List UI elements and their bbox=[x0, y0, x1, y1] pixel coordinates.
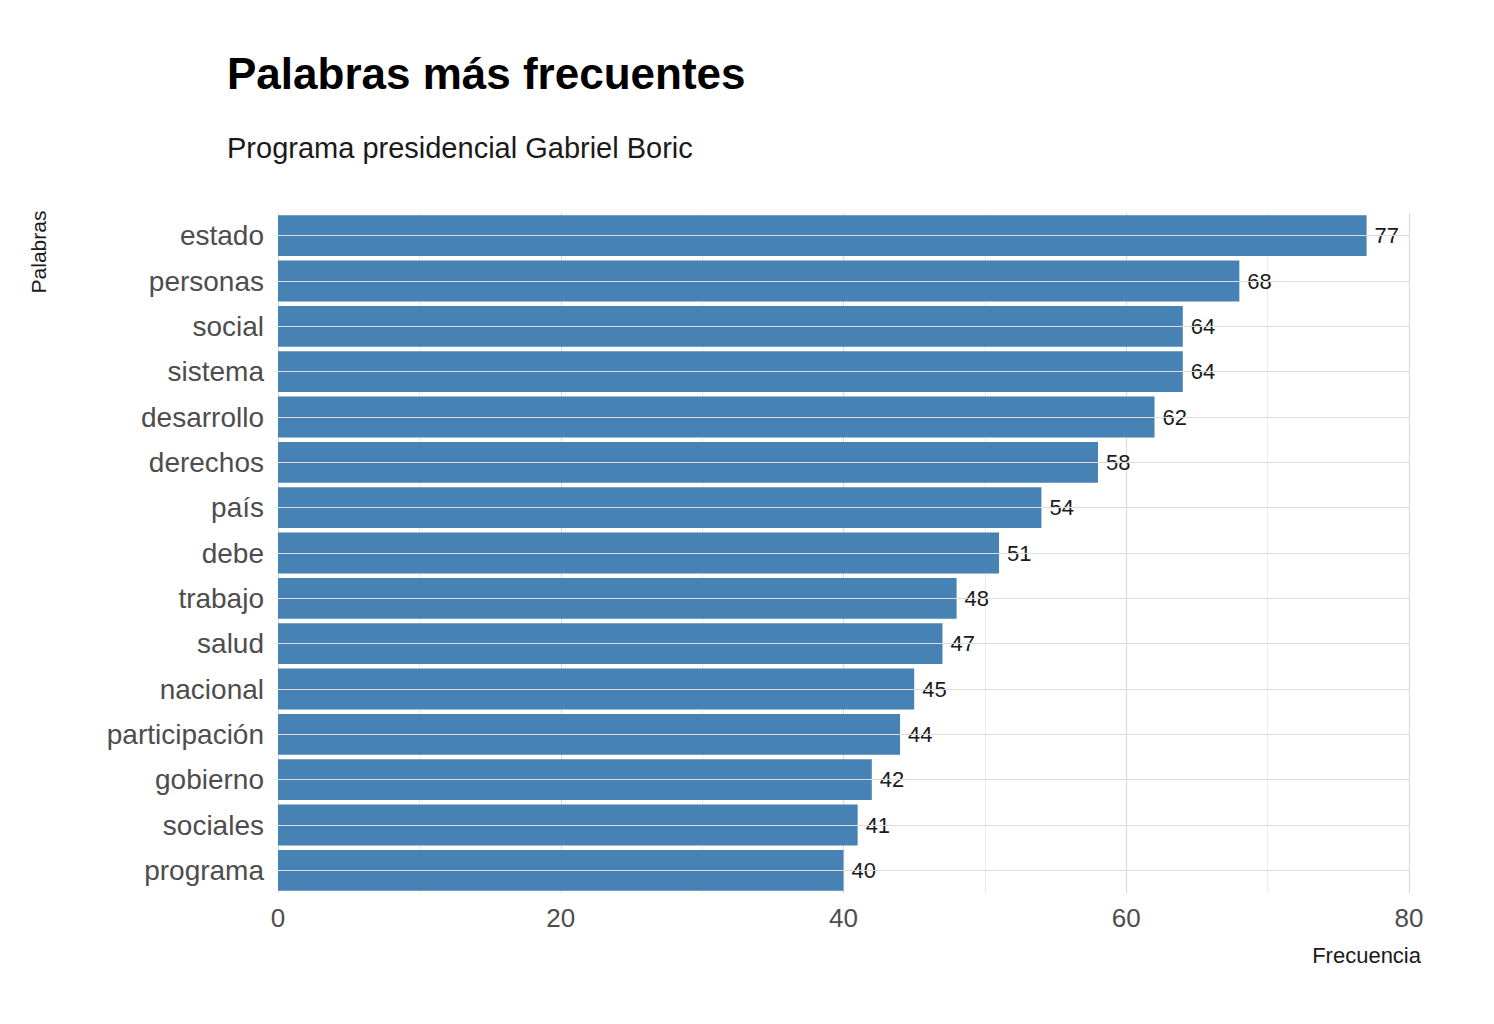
svg-text:Frecuencia: Frecuencia bbox=[1312, 943, 1422, 968]
svg-text:gobierno: gobierno bbox=[155, 764, 264, 795]
svg-text:68: 68 bbox=[1247, 268, 1272, 294]
svg-text:Programa presidencial Gabriel: Programa presidencial Gabriel Boric bbox=[227, 132, 693, 164]
svg-text:20: 20 bbox=[546, 903, 575, 933]
svg-text:desarrollo: desarrollo bbox=[141, 402, 264, 433]
svg-text:41: 41 bbox=[865, 812, 891, 838]
svg-text:país: país bbox=[211, 492, 264, 523]
svg-text:47: 47 bbox=[950, 631, 975, 657]
svg-text:77: 77 bbox=[1374, 223, 1400, 249]
svg-text:programa: programa bbox=[144, 855, 264, 886]
svg-text:sistema: sistema bbox=[168, 356, 265, 387]
svg-text:salud: salud bbox=[197, 628, 264, 659]
svg-text:nacional: nacional bbox=[160, 674, 264, 705]
svg-text:44: 44 bbox=[908, 721, 933, 747]
svg-text:participación: participación bbox=[107, 719, 264, 750]
svg-text:sociales: sociales bbox=[163, 810, 264, 841]
svg-text:estado: estado bbox=[180, 220, 264, 251]
svg-text:62: 62 bbox=[1162, 404, 1187, 430]
svg-text:Palabras más frecuentes: Palabras más frecuentes bbox=[227, 49, 746, 98]
svg-text:48: 48 bbox=[964, 585, 990, 611]
svg-text:51: 51 bbox=[1007, 540, 1032, 566]
svg-text:54: 54 bbox=[1049, 495, 1074, 521]
svg-text:64: 64 bbox=[1190, 313, 1216, 339]
svg-text:60: 60 bbox=[1112, 903, 1141, 933]
svg-text:64: 64 bbox=[1190, 359, 1216, 385]
svg-text:58: 58 bbox=[1106, 449, 1131, 475]
svg-text:40: 40 bbox=[851, 857, 876, 883]
svg-text:debe: debe bbox=[202, 538, 264, 569]
svg-text:80: 80 bbox=[1395, 903, 1424, 933]
svg-text:45: 45 bbox=[922, 676, 947, 702]
svg-text:trabajo: trabajo bbox=[178, 583, 264, 614]
svg-text:personas: personas bbox=[149, 266, 264, 297]
svg-text:Palabras: Palabras bbox=[27, 211, 50, 294]
svg-text:social: social bbox=[192, 311, 264, 342]
svg-text:0: 0 bbox=[271, 903, 285, 933]
svg-text:42: 42 bbox=[879, 767, 905, 793]
svg-text:40: 40 bbox=[829, 903, 858, 933]
svg-text:derechos: derechos bbox=[149, 447, 264, 478]
